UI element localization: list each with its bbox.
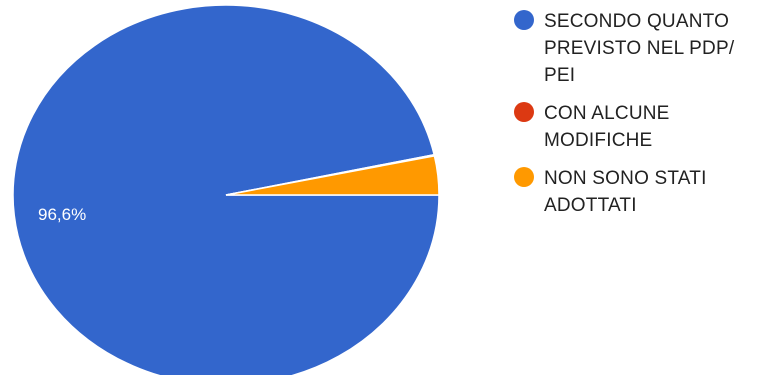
- legend-label: NON SONO STATI ADOTTATI: [544, 168, 707, 216]
- legend-item-non-sono-stati-adottati[interactable]: NON SONO STATI ADOTTATI: [514, 165, 764, 219]
- legend: SECONDO QUANTO PREVISTO NEL PDP/ PEI CON…: [514, 8, 764, 230]
- slice-label-secondo-quanto: 96,6%: [38, 205, 86, 224]
- pie-slice-0: [12, 4, 440, 375]
- legend-label: SECONDO QUANTO PREVISTO NEL PDP/ PEI: [544, 11, 735, 86]
- pie-slices: [12, 4, 440, 375]
- legend-marker: [514, 102, 534, 122]
- pie-slice-2: [225, 155, 440, 196]
- legend-marker: [514, 10, 534, 30]
- legend-label: CON ALCUNE MODIFICHE: [544, 103, 670, 151]
- legend-marker: [514, 167, 534, 187]
- legend-item-con-alcune-modifiche[interactable]: CON ALCUNE MODIFICHE: [514, 100, 764, 154]
- legend-item-secondo-quanto[interactable]: SECONDO QUANTO PREVISTO NEL PDP/ PEI: [514, 8, 764, 89]
